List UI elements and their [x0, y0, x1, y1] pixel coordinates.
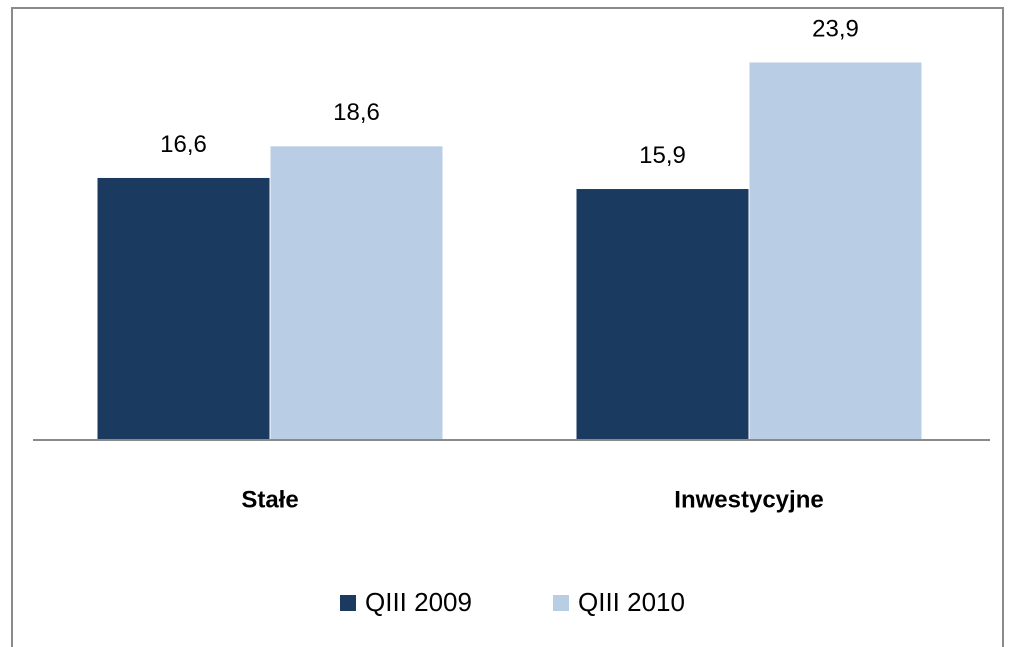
value-label: 15,9	[639, 142, 686, 169]
category-label: Inwestycyjne	[674, 486, 823, 513]
bar	[575, 188, 750, 441]
bar	[96, 176, 271, 441]
chart-border	[11, 7, 1004, 647]
category-label: Stałe	[241, 486, 298, 513]
value-label: 23,9	[812, 15, 859, 42]
legend-label: QIII 2009	[365, 587, 472, 617]
legend-swatch	[340, 595, 356, 611]
bar	[748, 61, 923, 441]
value-label: 16,6	[160, 131, 207, 158]
legend-label: QIII 2010	[578, 587, 685, 617]
value-label: 18,6	[333, 99, 380, 126]
legend-swatch	[553, 595, 569, 611]
bar	[269, 145, 444, 441]
